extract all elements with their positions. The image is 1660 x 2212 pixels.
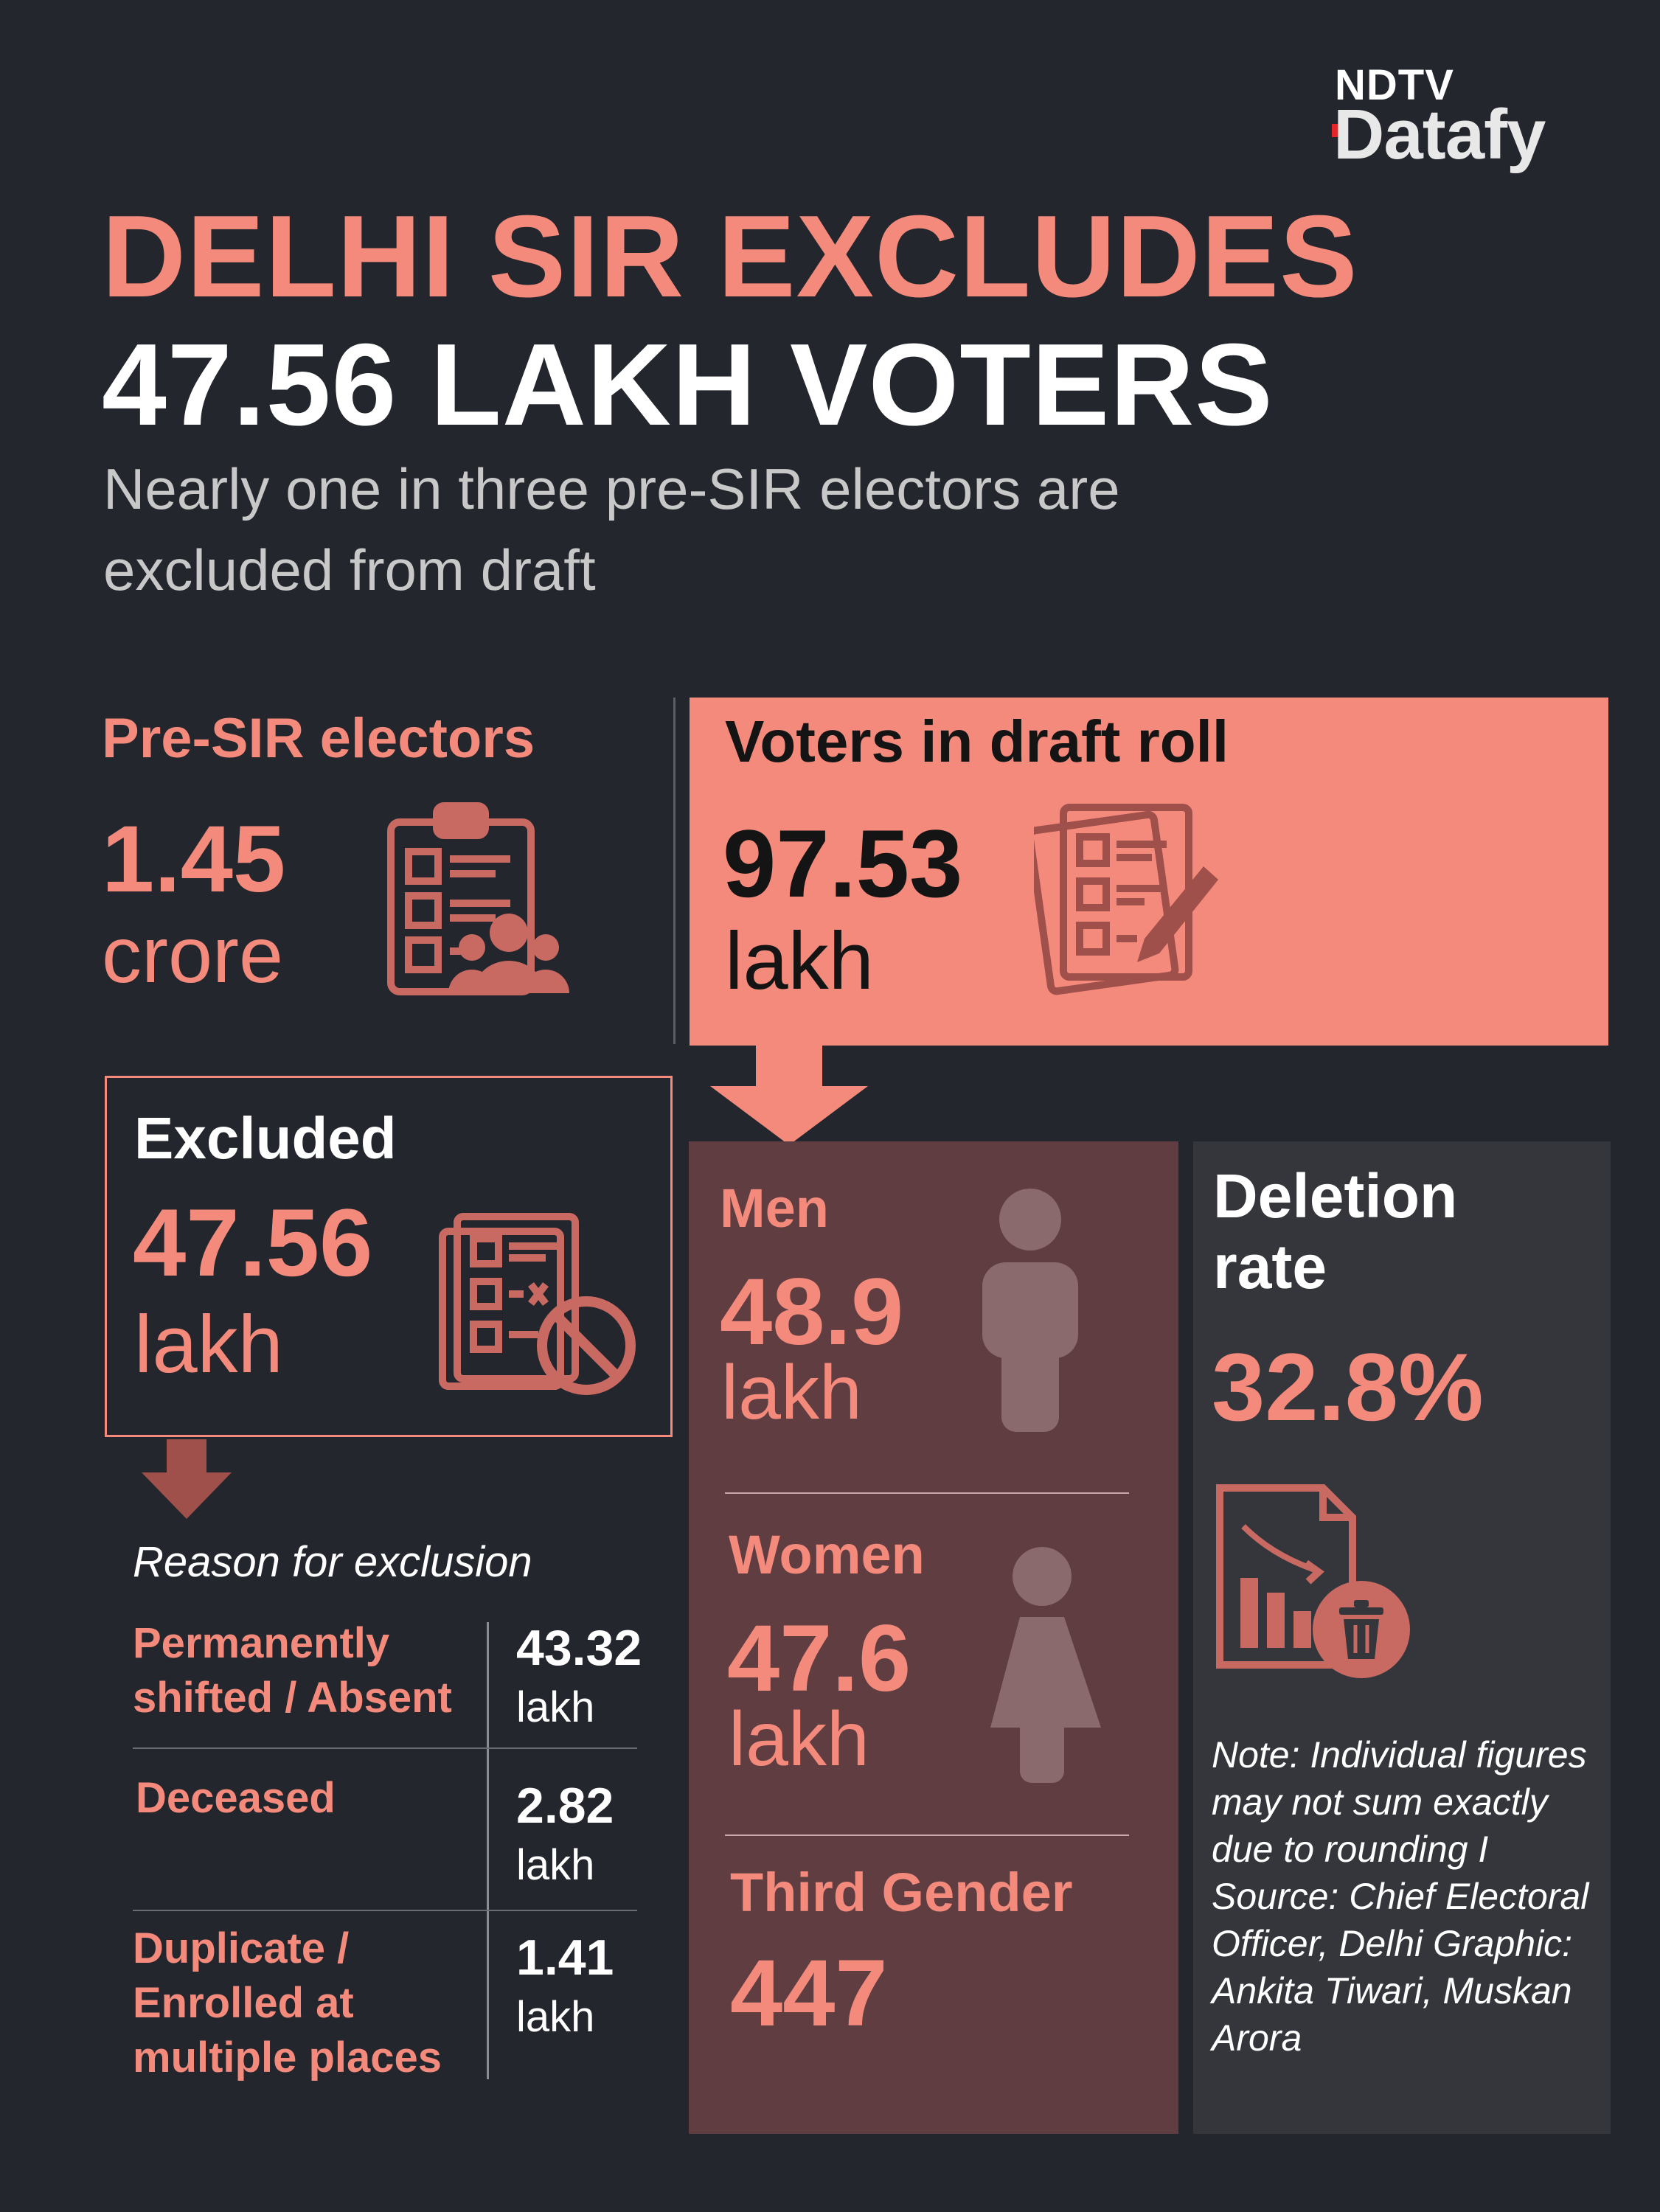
women-value: 47.6 [727,1606,911,1711]
draft-roll-panel [690,698,1608,1046]
reason-label: Permanently shifted / Absent [133,1619,452,1722]
reason-value: 1.41 [516,1930,614,1986]
third-gender-label: Third Gender [730,1862,1073,1923]
reason-label: Duplicate / Enrolled at multiple places [133,1924,442,2081]
reason-label: Deceased [136,1774,336,1822]
third-gender-value: 447 [730,1941,888,2046]
document-blocked-icon [439,1213,636,1395]
deletion-rate-label: Deletion rate [1213,1161,1458,1301]
excluded-label: Excluded [134,1105,397,1171]
man-icon [982,1189,1078,1432]
draft-roll-label: Voters in draft roll [725,709,1229,774]
ndtv-logo-text: NDTV [1335,61,1454,109]
pre-sir-value: 1.45 [102,807,286,912]
gender-divider [725,1492,1129,1494]
small-down-arrow-icon [142,1439,232,1519]
excluded-panel [105,1076,673,1437]
women-unit: lakh [729,1697,869,1782]
men-unit: lakh [721,1350,862,1436]
excluded-unit: lakh [134,1299,283,1390]
reason-divider [133,1910,637,1911]
draft-roll-value: 97.53 [723,810,963,917]
men-value: 48.9 [720,1259,904,1365]
chart-delete-icon [1216,1484,1410,1678]
women-label: Women [729,1524,925,1585]
pre-sir-unit: crore [102,910,284,999]
pre-sir-label: Pre-SIR electors [102,707,535,770]
source-note: Note: Individual figures may not sum exa… [1212,1734,1589,2059]
subtitle: Nearly one in three pre-SIR electors are… [103,456,1120,602]
draft-roll-unit: lakh [725,916,874,1006]
logo-square-icon [1332,124,1345,137]
excluded-value: 47.56 [133,1189,373,1296]
deletion-rate-value: 32.8% [1212,1333,1484,1441]
gender-panel [689,1141,1178,2134]
clipboard-voters-icon [387,802,569,995]
woman-icon [990,1547,1101,1783]
document-pen-icon [1034,804,1218,995]
reason-unit: lakh [516,1841,595,1889]
reason-value: 43.32 [516,1620,642,1676]
reasons-vertical-divider [487,1622,489,2079]
reason-unit: lakh [516,1683,595,1731]
reason-value: 2.82 [516,1778,614,1834]
reason-divider [133,1747,637,1749]
reason-unit: lakh [516,1993,595,2041]
men-label: Men [720,1178,829,1239]
reason-title: Reason for exclusion [133,1538,532,1586]
vertical-divider [673,698,676,1044]
datafy-logo-text: Datafy [1333,95,1546,174]
down-arrow-icon [710,1046,868,1145]
headline-line-1: DELHI SIR EXCLUDES [102,192,1358,321]
headline-line-2: 47.56 LAKH VOTERS [102,320,1274,450]
gender-divider [725,1834,1129,1836]
